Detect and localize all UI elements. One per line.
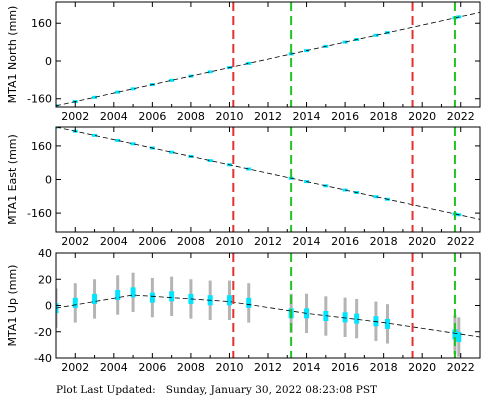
panel-north-x-tick-label-2: 2006 [138, 110, 166, 123]
panel-north-y-tick-label-2: 160 [31, 17, 52, 30]
panel-east-x-tick-label-3: 2008 [177, 235, 205, 248]
panel-north-x-tick-label-6: 2014 [293, 110, 321, 123]
panel-east-data-point-10 [246, 167, 252, 171]
panel-north-plot-area [56, 2, 480, 107]
panel-up-data-point-3 [115, 290, 121, 300]
panel-east-x-tick-label-8: 2018 [370, 235, 398, 248]
panel-east: 2002 2004 2006 2008 2010 2012 2014 2016 2018 2020… [6, 126, 481, 248]
panel-north-x-tick-label-10: 2022 [447, 110, 475, 123]
panel-east-data-point-0 [56, 127, 59, 129]
panel-north-x-tick-label-3: 2008 [177, 110, 205, 123]
panel-up-x-tick-label-0: 2002 [61, 361, 89, 374]
panel-up-data-point-5 [149, 292, 155, 303]
panel-east-x-tick-label-2: 2006 [138, 235, 166, 248]
footer-timestamp: Sunday, January 30, 2022 08:23:08 PST [165, 384, 378, 396]
panel-north-data-point-8 [207, 70, 213, 74]
panel-up-plot-area [56, 253, 480, 358]
panel-north-data-point-16 [373, 33, 379, 37]
panel-up-data-point-19 [456, 332, 462, 342]
panel-north-x-tick-label-8: 2018 [370, 110, 398, 123]
panel-east-data-point-14 [342, 188, 348, 192]
panel-up-x-tick-label-8: 2018 [370, 361, 398, 374]
panel-up-data-point-18 [452, 329, 458, 340]
panel-north-data-point-6 [169, 78, 175, 82]
panel-north: 2002 2004 2006 2008 2010 2012 2014 2016 2018 2020… [6, 1, 481, 123]
panel-east-y-axis-label: MTA1 East (mm) [6, 134, 19, 225]
panel-north-data-point-2 [92, 95, 98, 99]
panel-north-model-line [56, 11, 480, 107]
panel-up-data-point-10 [246, 297, 252, 308]
panel-north-x-tick-label-1: 2004 [100, 110, 128, 123]
panel-up-x-tick-label-4: 2010 [215, 361, 243, 374]
panel-north-y-tick-label-1: 0 [45, 55, 52, 68]
panel-east-x-tick-label-1: 2004 [100, 235, 128, 248]
panel-up-x-tick-label-1: 2004 [100, 361, 128, 374]
panel-up-x-tick-label-9: 2020 [408, 361, 436, 374]
panel-north-y-tick-label-0: -160 [27, 93, 52, 106]
panel-up: 2002 2004 2006 2008 2010 2012 2014 2016 2018 2020… [6, 247, 481, 374]
panel-north-data-point-3 [115, 90, 121, 94]
panel-east-data-point-6 [169, 150, 175, 154]
panel-east-x-tick-label-5: 2012 [254, 235, 282, 248]
panel-up-y-tick-label-1: -20 [34, 326, 52, 339]
panel-north-x-tick-label-4: 2010 [215, 110, 243, 123]
panel-north-data-point-4 [130, 87, 136, 91]
footer-prefix: Plot Last Updated: [56, 384, 156, 396]
panel-east-x-tick-label-6: 2014 [293, 235, 321, 248]
panel-up-model-line [56, 294, 480, 338]
panel-up-data-point-2 [92, 293, 98, 304]
panel-east-data-point-4 [130, 142, 136, 146]
panel-up-y-tick-label-2: 0 [45, 300, 52, 313]
panel-up-data-point-17 [384, 318, 390, 329]
panel-north-x-tick-label-5: 2012 [254, 110, 282, 123]
panel-up-data-point-15 [354, 313, 360, 324]
panel-up-x-tick-label-3: 2008 [177, 361, 205, 374]
panel-up-y-tick-label-0: -40 [34, 352, 52, 365]
plot-updated-footer: Plot Last Updated: Sunday, January 30, 2… [56, 384, 377, 396]
panel-north-data-point-10 [246, 61, 252, 65]
panel-east-x-tick-label-9: 2020 [408, 235, 436, 248]
panel-up-data-point-9 [226, 295, 232, 306]
panel-up-x-tick-label-6: 2014 [293, 361, 321, 374]
panel-east-model-line [56, 127, 480, 220]
panel-up-data-point-6 [169, 291, 175, 302]
panel-east-background [56, 127, 480, 232]
panel-east-y-tick-label-2: 160 [31, 140, 52, 153]
panel-up-data-point-1 [72, 297, 78, 308]
panel-up-x-tick-label-7: 2016 [331, 361, 359, 374]
panel-north-x-tick-label-0: 2002 [61, 110, 89, 123]
panel-up-data-point-4 [130, 287, 136, 298]
panel-up-x-tick-label-2: 2006 [138, 361, 166, 374]
panel-up-y-tick-label-3: 20 [38, 273, 52, 286]
panel-east-data-point-8 [207, 159, 213, 163]
panel-up-background [56, 253, 480, 358]
panel-east-x-tick-label-7: 2016 [331, 235, 359, 248]
panel-north-background [56, 2, 480, 107]
panel-up-y-tick-label-4: 40 [38, 247, 52, 260]
panel-up-y-axis-label: MTA1 Up (mm) [6, 265, 19, 347]
panel-east-data-point-2 [92, 133, 98, 137]
panel-east-x-tick-label-4: 2010 [215, 235, 243, 248]
panel-east-x-tick-label-0: 2002 [61, 235, 89, 248]
panel-north-x-tick-label-7: 2016 [331, 110, 359, 123]
panel-up-data-point-14 [342, 312, 348, 323]
panel-up-x-tick-label-10: 2022 [447, 361, 475, 374]
panel-east-y-tick-label-1: 0 [45, 174, 52, 187]
panel-east-x-tick-label-10: 2022 [447, 235, 475, 248]
panel-north-y-axis-label: MTA1 North (mm) [6, 6, 19, 104]
panel-east-data-point-3 [115, 138, 121, 142]
panel-east-data-point-16 [373, 195, 379, 199]
panel-east-y-tick-label-0: -160 [27, 207, 52, 220]
panel-north-x-tick-label-9: 2020 [408, 110, 436, 123]
panel-up-x-tick-label-5: 2012 [254, 361, 282, 374]
